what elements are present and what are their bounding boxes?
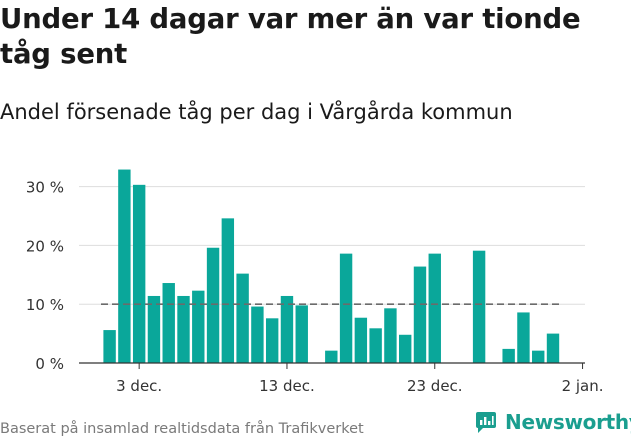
y-tick-label: 10 % [26,296,64,314]
bar [325,350,338,363]
bar [251,306,264,363]
bar [132,184,146,363]
bar [147,295,161,363]
bar [502,348,515,363]
bar [118,169,131,363]
x-tick-label: 13 dec. [259,377,315,395]
bar [532,350,545,363]
x-tick-label: 3 dec. [116,377,162,395]
bar [428,253,441,363]
y-axis-tick-labels: 0 % 10 % 20 % 30 % [26,179,64,373]
y-tick-label: 0 % [35,355,64,373]
y-tick-label: 30 % [26,179,64,197]
bar [280,295,294,363]
x-tick-label: 2 jan. [562,377,604,395]
brand-logo: Newsworthy [474,407,631,437]
bar [339,253,353,363]
bar [517,312,530,363]
bar [546,333,560,363]
bar [354,317,368,363]
bar [295,305,308,363]
bar [472,250,486,363]
bar [236,273,249,363]
bar [265,318,279,363]
bars [103,169,560,363]
chart-title: Under 14 dagar var mer än var tionde tåg… [0,3,581,70]
bar [177,295,190,363]
y-tick-label: 20 % [26,237,64,255]
bar [369,328,382,363]
bar-chart: 0 % 10 % 20 % 30 % 3 dec. 13 dec. 23 dec. 2 ja… [26,169,604,395]
brand-name: Newsworthy [505,410,631,434]
bar [206,247,220,363]
x-tick-label: 23 dec. [407,377,463,395]
bar [103,330,116,363]
bar [399,334,412,363]
newsworthy-logo-icon [476,412,496,433]
bar [162,283,175,363]
bar [221,218,235,363]
bar [192,290,205,363]
bar [413,266,427,363]
bar [384,308,397,363]
chart-subtitle: Andel försenade tåg per dag i Vårgårda k… [0,100,513,124]
source-note: Baserat på insamlad realtidsdata från Tr… [0,421,364,437]
x-axis: 3 dec. 13 dec. 23 dec. 2 jan. [79,362,604,395]
gridlines [79,186,585,305]
